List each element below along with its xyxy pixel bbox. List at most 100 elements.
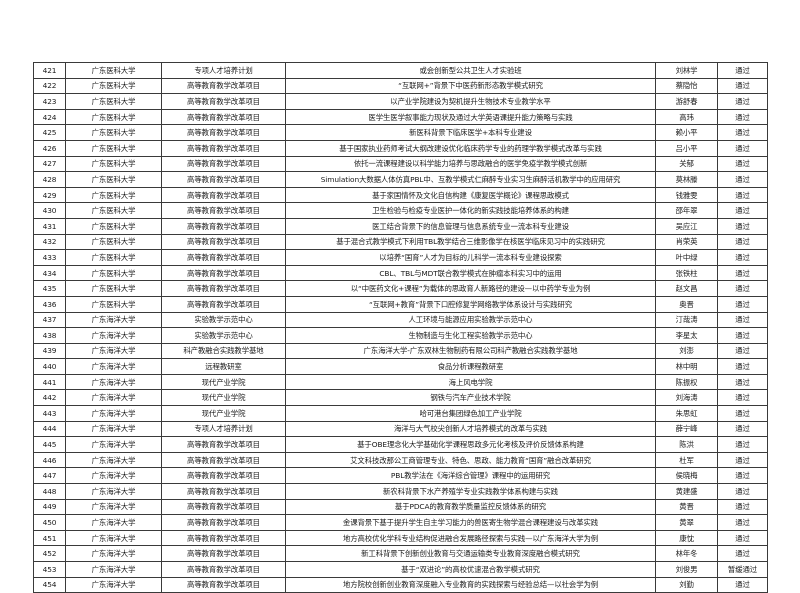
project-title-cell: 海洋与大气校尖创新人才培养模式的改革与实践 (285, 420, 656, 438)
project-leader-cell: 李星太 (655, 327, 718, 344)
project-title-cell: 艾文科技改那公工商管理专业、特色、思政、能力教育“国育”融合改革研究 (285, 451, 656, 469)
project-leader-cell: 赖小平 (655, 124, 718, 141)
table-row: 450 广东海洋大学 高等教育教学改革项目 金课背景下基于提升学生自主学习能力的兽医寄… (33, 514, 768, 531)
university-name-cell: 广东医科大学 (65, 202, 162, 219)
university-name-cell: 广东海洋大学 (65, 327, 162, 344)
table-row: 444 广东海洋大学 专项人才培养计划 海洋与大气校尖创新人才培养模式的改革与实践 薛宁… (33, 420, 768, 438)
project-title-cell: 地方院校创新创业教育深度融入专业教育的实践探索与经验总结—以社会学为例 (285, 576, 656, 593)
page-root: 421 广东医科大学 专项人才培养计划 或会创新型公共卫生人才实验班 刘林学 通过 422 广… (33, 62, 768, 593)
project-leader-cell: 刘俊男 (655, 561, 718, 578)
project-title-cell: 新医科背景下临床医学+本科专业建设 (285, 124, 656, 141)
university-name-cell: 广东医科大学 (65, 249, 162, 266)
university-name-cell: 广东医科大学 (65, 233, 162, 251)
table-row: 434 广东医科大学 高等教育教学改革项目 CBL、TBL与MDT联合教学模式在肿瘤本… (33, 264, 768, 282)
university-name-cell: 广东海洋大学 (65, 358, 162, 375)
university-name-cell: 广东医科大学 (65, 93, 162, 110)
project-type-cell: 高等教育教学改革项目 (161, 467, 286, 485)
university-name-cell: 广东海洋大学 (65, 529, 162, 547)
table-row: 447 广东海洋大学 高等教育教学改革项目 PBL教学法在《海洋综合管理》课程中的运用… (33, 467, 768, 485)
university-name-cell: 广东海洋大学 (65, 436, 162, 453)
row-number-cell: 440 (33, 358, 66, 375)
university-name-cell: 广东海洋大学 (65, 405, 162, 422)
row-number-cell: 425 (33, 124, 66, 141)
review-result-cell: 通过 (717, 436, 768, 453)
review-result-cell: 通过 (717, 202, 768, 219)
project-title-cell: PBL教学法在《海洋综合管理》课程中的运用研究 (285, 467, 656, 485)
project-title-cell: 医学生医学叙事能力现状及通过大学英语课提升能力策略与实践 (285, 108, 656, 126)
review-result-cell: 通过 (717, 451, 768, 469)
project-title-cell: 基于混合式教学模式下利用TBL教学结合三维影像学在核医学临床见习中的实践研究 (285, 233, 656, 251)
project-type-cell: 高等教育教学改革项目 (161, 77, 286, 95)
review-result-cell: 通过 (717, 311, 768, 329)
university-name-cell: 广东医科大学 (65, 217, 162, 235)
project-type-cell: 高等教育教学改革项目 (161, 561, 286, 578)
row-number-cell: 447 (33, 467, 66, 485)
project-leader-cell: 刘勤 (655, 576, 718, 593)
review-result-cell: 通过 (717, 233, 768, 251)
row-number-cell: 441 (33, 373, 66, 391)
project-type-cell: 高等教育教学改革项目 (161, 139, 286, 157)
row-number-cell: 431 (33, 217, 66, 235)
table-row: 448 广东海洋大学 高等教育教学改革项目 新农科背景下水产养殖学专业实践教学体系构建… (33, 483, 768, 500)
project-title-cell: 食品分析课程教研室 (285, 358, 656, 375)
project-type-cell: 远程教研室 (161, 358, 286, 375)
project-title-cell: 生物制造与生化工程实验教学示范中心 (285, 327, 656, 344)
row-number-cell: 430 (33, 202, 66, 219)
review-result-cell: 暂缓通过 (717, 561, 768, 578)
university-name-cell: 广东海洋大学 (65, 561, 162, 578)
project-leader-cell: 高玮 (655, 108, 718, 126)
review-result-cell: 通过 (717, 124, 768, 141)
project-leader-cell: 赵文昌 (655, 280, 718, 297)
row-number-cell: 439 (33, 342, 66, 360)
university-name-cell: 广东医科大学 (65, 171, 162, 188)
project-type-cell: 高等教育教学改革项目 (161, 108, 286, 126)
row-number-cell: 453 (33, 561, 66, 578)
table-row: 452 广东海洋大学 高等教育教学改革项目 新工科背景下创新创业教育与交通运输类专业教… (33, 545, 768, 562)
project-title-cell: 或会创新型公共卫生人才实验班 (285, 62, 656, 79)
project-leader-cell: 黄翠 (655, 514, 718, 531)
university-name-cell: 广东海洋大学 (65, 467, 162, 485)
project-type-cell: 高等教育教学改革项目 (161, 124, 286, 141)
project-leader-cell: 游舒春 (655, 93, 718, 110)
review-result-cell: 通过 (717, 420, 768, 438)
review-result-cell: 通过 (717, 186, 768, 204)
row-number-cell: 448 (33, 483, 66, 500)
project-leader-cell: 陈振权 (655, 373, 718, 391)
project-title-cell: 人工环境与能源应用实验教学示范中心 (285, 311, 656, 329)
project-title-cell: 以产业学院建设为契机提升生物技术专业教学水平 (285, 93, 656, 110)
row-number-cell: 421 (33, 62, 66, 79)
project-type-cell: 实验教学示范中心 (161, 311, 286, 329)
table-row: 454 广东海洋大学 高等教育教学改革项目 地方院校创新创业教育深度融入专业教育的实践… (33, 576, 768, 593)
review-result-cell: 通过 (717, 327, 768, 344)
project-leader-cell: 康忱 (655, 529, 718, 547)
university-name-cell: 广东医科大学 (65, 264, 162, 282)
project-title-cell: 以“中医药文化+课程”为载体的思政育人新路径的建设—以中药学专业为例 (285, 280, 656, 297)
review-result-cell: 通过 (717, 280, 768, 297)
university-name-cell: 广东医科大学 (65, 77, 162, 95)
project-leader-cell: 蔡隐怡 (655, 77, 718, 95)
table-row: 445 广东海洋大学 高等教育教学改革项目 基于OBE理念化大学基础化学课程思政多元化… (33, 436, 768, 453)
project-type-cell: 现代产业学院 (161, 389, 286, 407)
project-type-cell: 科产教融合实践教学基地 (161, 342, 286, 360)
row-number-cell: 443 (33, 405, 66, 422)
university-name-cell: 广东医科大学 (65, 280, 162, 297)
project-title-cell: “互联网+”背景下中医药新形态教学模式研究 (285, 77, 656, 95)
review-result-cell: 通过 (717, 295, 768, 313)
review-result-cell: 通过 (717, 467, 768, 485)
project-title-cell: 地方高校优化学科专业结构促进融合发展路径探索与实践—以广东海洋大学为例 (285, 529, 656, 547)
university-name-cell: 广东海洋大学 (65, 545, 162, 562)
university-name-cell: 广东医科大学 (65, 186, 162, 204)
project-title-cell: Simulation大数据人体仿真PBL中、互教学模式仁麻醉专业实习生麻醉活机教… (285, 171, 656, 188)
table-row: 440 广东海洋大学 远程教研室 食品分析课程教研室 林中明 通过 (33, 358, 768, 375)
table-row: 432 广东医科大学 高等教育教学改革项目 基于混合式教学模式下利用TBL教学结合三维… (33, 233, 768, 251)
row-number-cell: 428 (33, 171, 66, 188)
review-result-cell: 通过 (717, 373, 768, 391)
project-type-cell: 现代产业学院 (161, 405, 286, 422)
row-number-cell: 442 (33, 389, 66, 407)
project-title-cell: 基于OBE理念化大学基础化学课程思政多元化考核及评价反馈体系构建 (285, 436, 656, 453)
project-type-cell: 现代产业学院 (161, 373, 286, 391)
project-type-cell: 专项人才培养计划 (161, 420, 286, 438)
project-type-cell: 高等教育教学改革项目 (161, 451, 286, 469)
table-row: 426 广东医科大学 高等教育教学改革项目 基于国家执业药师考试大纲改建设优化临床药学… (33, 139, 768, 157)
project-title-cell: 哈可港台集团绿色加工产业学院 (285, 405, 656, 422)
